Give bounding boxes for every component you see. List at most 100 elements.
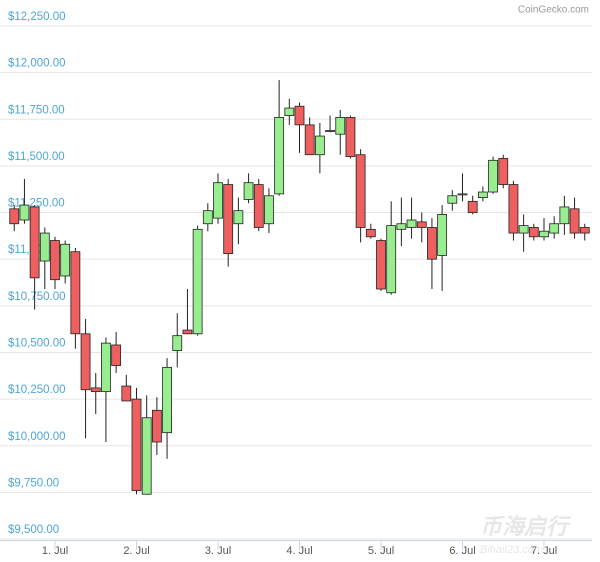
candle	[131, 387, 142, 495]
candle	[386, 201, 397, 295]
candle	[101, 337, 111, 442]
candle-body	[406, 219, 417, 228]
candle-body	[151, 409, 162, 443]
candle-body	[457, 193, 468, 196]
candle	[111, 331, 122, 373]
candle	[284, 98, 295, 125]
candle	[325, 115, 335, 133]
candle	[508, 180, 519, 241]
candle	[396, 197, 407, 247]
candle-body	[39, 232, 50, 262]
candle	[121, 374, 132, 402]
candle-body	[477, 191, 488, 199]
candle	[202, 203, 213, 232]
candle	[539, 218, 549, 241]
candle	[335, 109, 346, 155]
y-tick-label: $11,500.00	[8, 151, 65, 163]
candle	[243, 173, 254, 204]
y-tick-label: $10,000.00	[8, 431, 66, 443]
candle	[406, 197, 417, 239]
candle	[376, 238, 386, 291]
candle-body	[488, 159, 498, 193]
y-tick-label: $10,750.00	[8, 291, 66, 303]
candle	[141, 395, 152, 495]
candle	[29, 205, 40, 310]
y-tick-label: $11,750.00	[8, 104, 65, 116]
candle-body	[427, 227, 437, 260]
candle-body	[19, 204, 30, 221]
candle	[416, 212, 427, 243]
candle	[9, 205, 20, 232]
y-tick-label: $9,750.00	[8, 477, 59, 489]
candle-body	[111, 344, 122, 366]
candle-body	[365, 228, 376, 238]
candle-body	[29, 206, 40, 279]
candle	[151, 397, 162, 456]
candle	[477, 186, 488, 202]
x-tick-label: 2. Jul	[123, 545, 149, 557]
candle	[70, 247, 81, 349]
candle	[447, 190, 458, 211]
candle-body	[345, 117, 356, 157]
candle	[192, 225, 203, 336]
candle-body	[192, 228, 203, 335]
candle-body	[243, 182, 254, 200]
candle-body	[304, 124, 315, 156]
credit: CoinGecko.com	[518, 5, 589, 16]
watermark: 币海启行 Bihaii23.com	[480, 514, 572, 556]
candle	[90, 372, 101, 415]
candle-body	[559, 206, 570, 225]
candle	[427, 218, 437, 290]
x-tick-label: 6. Jul	[449, 545, 475, 557]
y-tick-label: $12,000.00	[8, 58, 66, 70]
candle	[19, 178, 30, 224]
x-tick-label: 4. Jul	[286, 545, 312, 557]
candle-body	[274, 117, 285, 195]
candle	[162, 358, 172, 459]
candle	[549, 216, 560, 239]
candle-body	[314, 135, 325, 156]
candle	[213, 173, 223, 224]
candle-body	[213, 182, 223, 219]
candle-body	[182, 329, 193, 335]
candle	[274, 80, 285, 196]
candle-body	[549, 223, 560, 234]
candle	[50, 236, 60, 290]
candle	[528, 223, 539, 241]
candle-body	[539, 230, 549, 238]
candle-body	[70, 251, 81, 335]
candle-body	[447, 195, 458, 204]
candle	[304, 117, 315, 156]
candle-body	[437, 214, 448, 256]
candle	[488, 156, 498, 194]
candle-body	[9, 208, 20, 225]
candle	[80, 318, 91, 439]
candle-body	[416, 221, 427, 228]
candle-body	[223, 184, 234, 254]
candle	[569, 197, 580, 239]
candle-body	[60, 243, 71, 277]
candle-body	[162, 366, 172, 434]
candle-body	[335, 117, 346, 135]
candle-body	[508, 184, 519, 234]
watermark-url: Bihaii23.com	[480, 544, 543, 556]
candle-body	[294, 105, 305, 126]
candle	[172, 313, 183, 368]
x-tick-label: 3. Jul	[205, 545, 231, 557]
candle-body	[264, 195, 274, 225]
candle-body	[284, 107, 295, 116]
candle	[559, 195, 570, 235]
candle	[60, 240, 71, 284]
candle-body	[172, 335, 183, 351]
candle-body	[355, 154, 366, 228]
candle-body	[376, 240, 386, 290]
candle	[498, 154, 509, 189]
candle-body	[101, 342, 111, 393]
candle-body	[498, 158, 509, 185]
candle	[294, 102, 305, 153]
candle-body	[518, 225, 529, 234]
candle	[39, 227, 50, 290]
candle	[314, 123, 325, 174]
candle	[355, 149, 366, 243]
